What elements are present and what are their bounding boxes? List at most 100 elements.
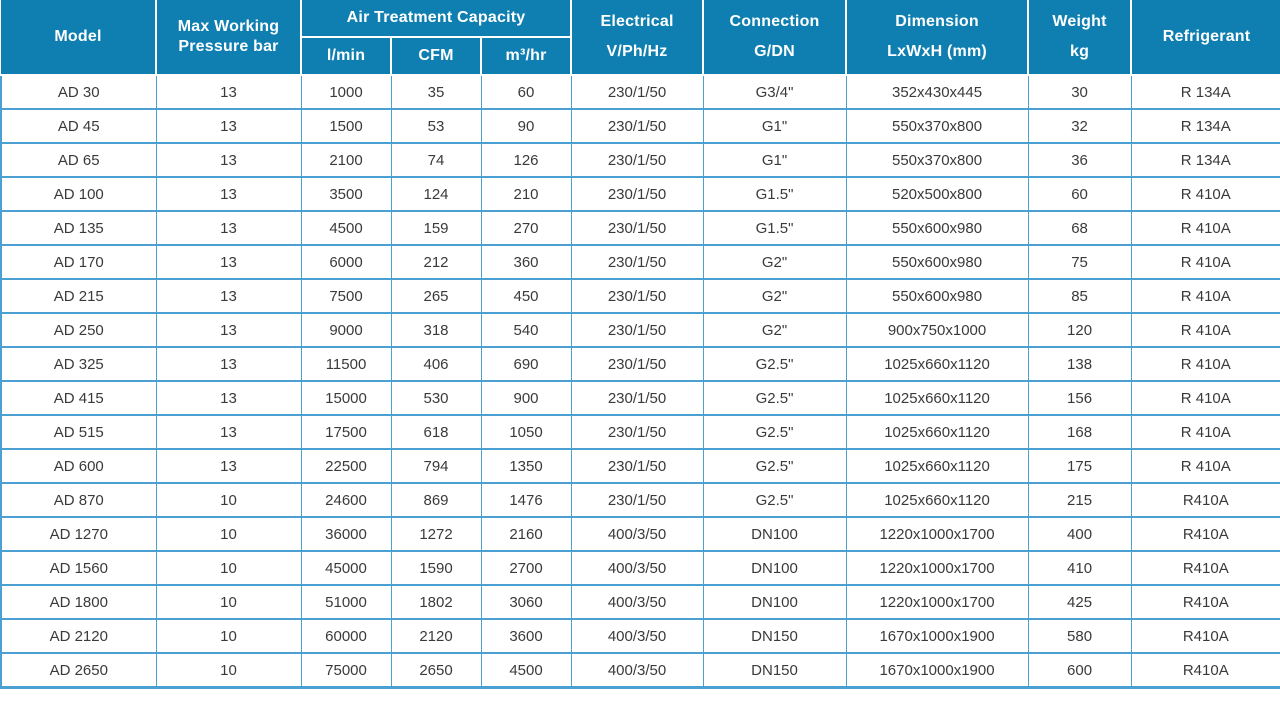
table-cell: 11500	[300, 346, 392, 382]
table-cell: 10	[155, 652, 302, 689]
table-cell: 1476	[480, 482, 572, 518]
table-cell: 230/1/50	[570, 380, 704, 416]
header-dimension: Dimension LxWxH (mm)	[845, 0, 1030, 76]
table-cell: 230/1/50	[570, 74, 704, 110]
table-cell: 230/1/50	[570, 244, 704, 280]
table-cell: 1220x1000x1700	[845, 584, 1029, 620]
table-cell: 265	[390, 278, 482, 314]
table-cell: 1025x660x1120	[845, 482, 1029, 518]
header-connection-line1: Connection	[729, 13, 820, 30]
table-cell: 45000	[300, 550, 392, 586]
table-cell: G2.5"	[702, 380, 847, 416]
table-row: AD 870 10 24600 869 1476 230/1/50 G2.5" 1025x66…	[0, 482, 1280, 518]
table-cell: R 410A	[1130, 448, 1280, 484]
table-cell: 352x430x445	[845, 74, 1029, 110]
table-cell: 90	[480, 108, 572, 144]
header-max-pressure-label: Max Working Pressure bar	[177, 18, 280, 55]
table-cell: G2.5"	[702, 346, 847, 382]
table-cell: G1.5"	[702, 210, 847, 246]
header-refrigerant: Refrigerant	[1130, 0, 1280, 76]
header-dimension-line2: LxWxH (mm)	[887, 43, 987, 60]
table-cell: 869	[390, 482, 482, 518]
table-cell: 318	[390, 312, 482, 348]
table-cell: AD 1560	[0, 550, 157, 586]
table-cell: G2"	[702, 312, 847, 348]
table-cell: 230/1/50	[570, 210, 704, 246]
table-cell: 230/1/50	[570, 414, 704, 450]
table-cell: 230/1/50	[570, 448, 704, 484]
table-cell: 13	[155, 210, 302, 246]
table-cell: 1350	[480, 448, 572, 484]
table-cell: 10	[155, 618, 302, 654]
table-cell: 13	[155, 74, 302, 110]
table-cell: G3/4"	[702, 74, 847, 110]
table-cell: 2700	[480, 550, 572, 586]
header-weight-line2: kg	[1069, 43, 1090, 60]
table-cell: 10	[155, 516, 302, 552]
table-cell: 53	[390, 108, 482, 144]
table-cell: 120	[1027, 312, 1132, 348]
table-cell: R 410A	[1130, 176, 1280, 212]
table-cell: 550x370x800	[845, 142, 1029, 178]
table-cell: R410A	[1130, 516, 1280, 552]
table-cell: AD 45	[0, 108, 157, 144]
table-cell: R410A	[1130, 482, 1280, 518]
table-cell: 1000	[300, 74, 392, 110]
table-cell: G2"	[702, 244, 847, 280]
table-cell: 74	[390, 142, 482, 178]
table-cell: 2650	[390, 652, 482, 689]
table-cell: 4500	[480, 652, 572, 689]
table-cell: 175	[1027, 448, 1132, 484]
table-cell: 68	[1027, 210, 1132, 246]
table-cell: 550x370x800	[845, 108, 1029, 144]
table-cell: 406	[390, 346, 482, 382]
table-row: AD 250 13 9000 318 540 230/1/50 G2" 900x750x100…	[0, 312, 1280, 348]
table-cell: 156	[1027, 380, 1132, 416]
table-cell: 360	[480, 244, 572, 280]
table-cell: 60	[480, 74, 572, 110]
table-cell: 13	[155, 278, 302, 314]
table-cell: 35	[390, 74, 482, 110]
table-cell: 1025x660x1120	[845, 414, 1029, 450]
table-cell: 400/3/50	[570, 618, 704, 654]
table-cell: 17500	[300, 414, 392, 450]
table-cell: 10	[155, 550, 302, 586]
header-air-treatment-capacity: Air Treatment Capacity	[299, 0, 573, 38]
table-cell: 10	[155, 584, 302, 620]
table-cell: AD 325	[0, 346, 157, 382]
table-cell: 10	[155, 482, 302, 518]
table-cell: R 134A	[1130, 142, 1280, 178]
table-row: AD 170 13 6000 212 360 230/1/50 G2" 550x600x980…	[0, 244, 1280, 280]
table-cell: 6000	[300, 244, 392, 280]
table-cell: 530	[390, 380, 482, 416]
table-cell: 13	[155, 346, 302, 382]
header-weight: Weight kg	[1027, 0, 1133, 76]
table-cell: R 410A	[1130, 278, 1280, 314]
table-cell: 1590	[390, 550, 482, 586]
table-cell: R 410A	[1130, 210, 1280, 246]
table-cell: 400/3/50	[570, 516, 704, 552]
header-electrical: Electrical V/Ph/Hz	[570, 0, 705, 76]
table-header: Model Max Working Pressure bar Air Treat…	[1, 0, 1280, 76]
table-cell: 900	[480, 380, 572, 416]
table-cell: 2100	[300, 142, 392, 178]
table-cell: 230/1/50	[570, 142, 704, 178]
table-cell: R410A	[1130, 618, 1280, 654]
table-row: AD 2650 10 75000 2650 4500 400/3/50 DN150 1670x…	[0, 652, 1280, 689]
table-cell: 550x600x980	[845, 278, 1029, 314]
table-cell: 794	[390, 448, 482, 484]
header-unit-cfm: CFM	[390, 36, 482, 76]
header-electrical-line2: V/Ph/Hz	[606, 43, 668, 60]
table-cell: AD 1800	[0, 584, 157, 620]
table-cell: 22500	[300, 448, 392, 484]
table-cell: 2160	[480, 516, 572, 552]
table-cell: R410A	[1130, 550, 1280, 586]
table-row: AD 325 13 11500 406 690 230/1/50 G2.5" 1025x660…	[0, 346, 1280, 382]
header-dimension-line1: Dimension	[895, 13, 979, 30]
table-cell: 1025x660x1120	[845, 346, 1029, 382]
header-unit-lmin: l/min	[300, 36, 392, 76]
table-cell: 550x600x980	[845, 210, 1029, 246]
table-cell: 51000	[300, 584, 392, 620]
table-cell: AD 135	[0, 210, 157, 246]
